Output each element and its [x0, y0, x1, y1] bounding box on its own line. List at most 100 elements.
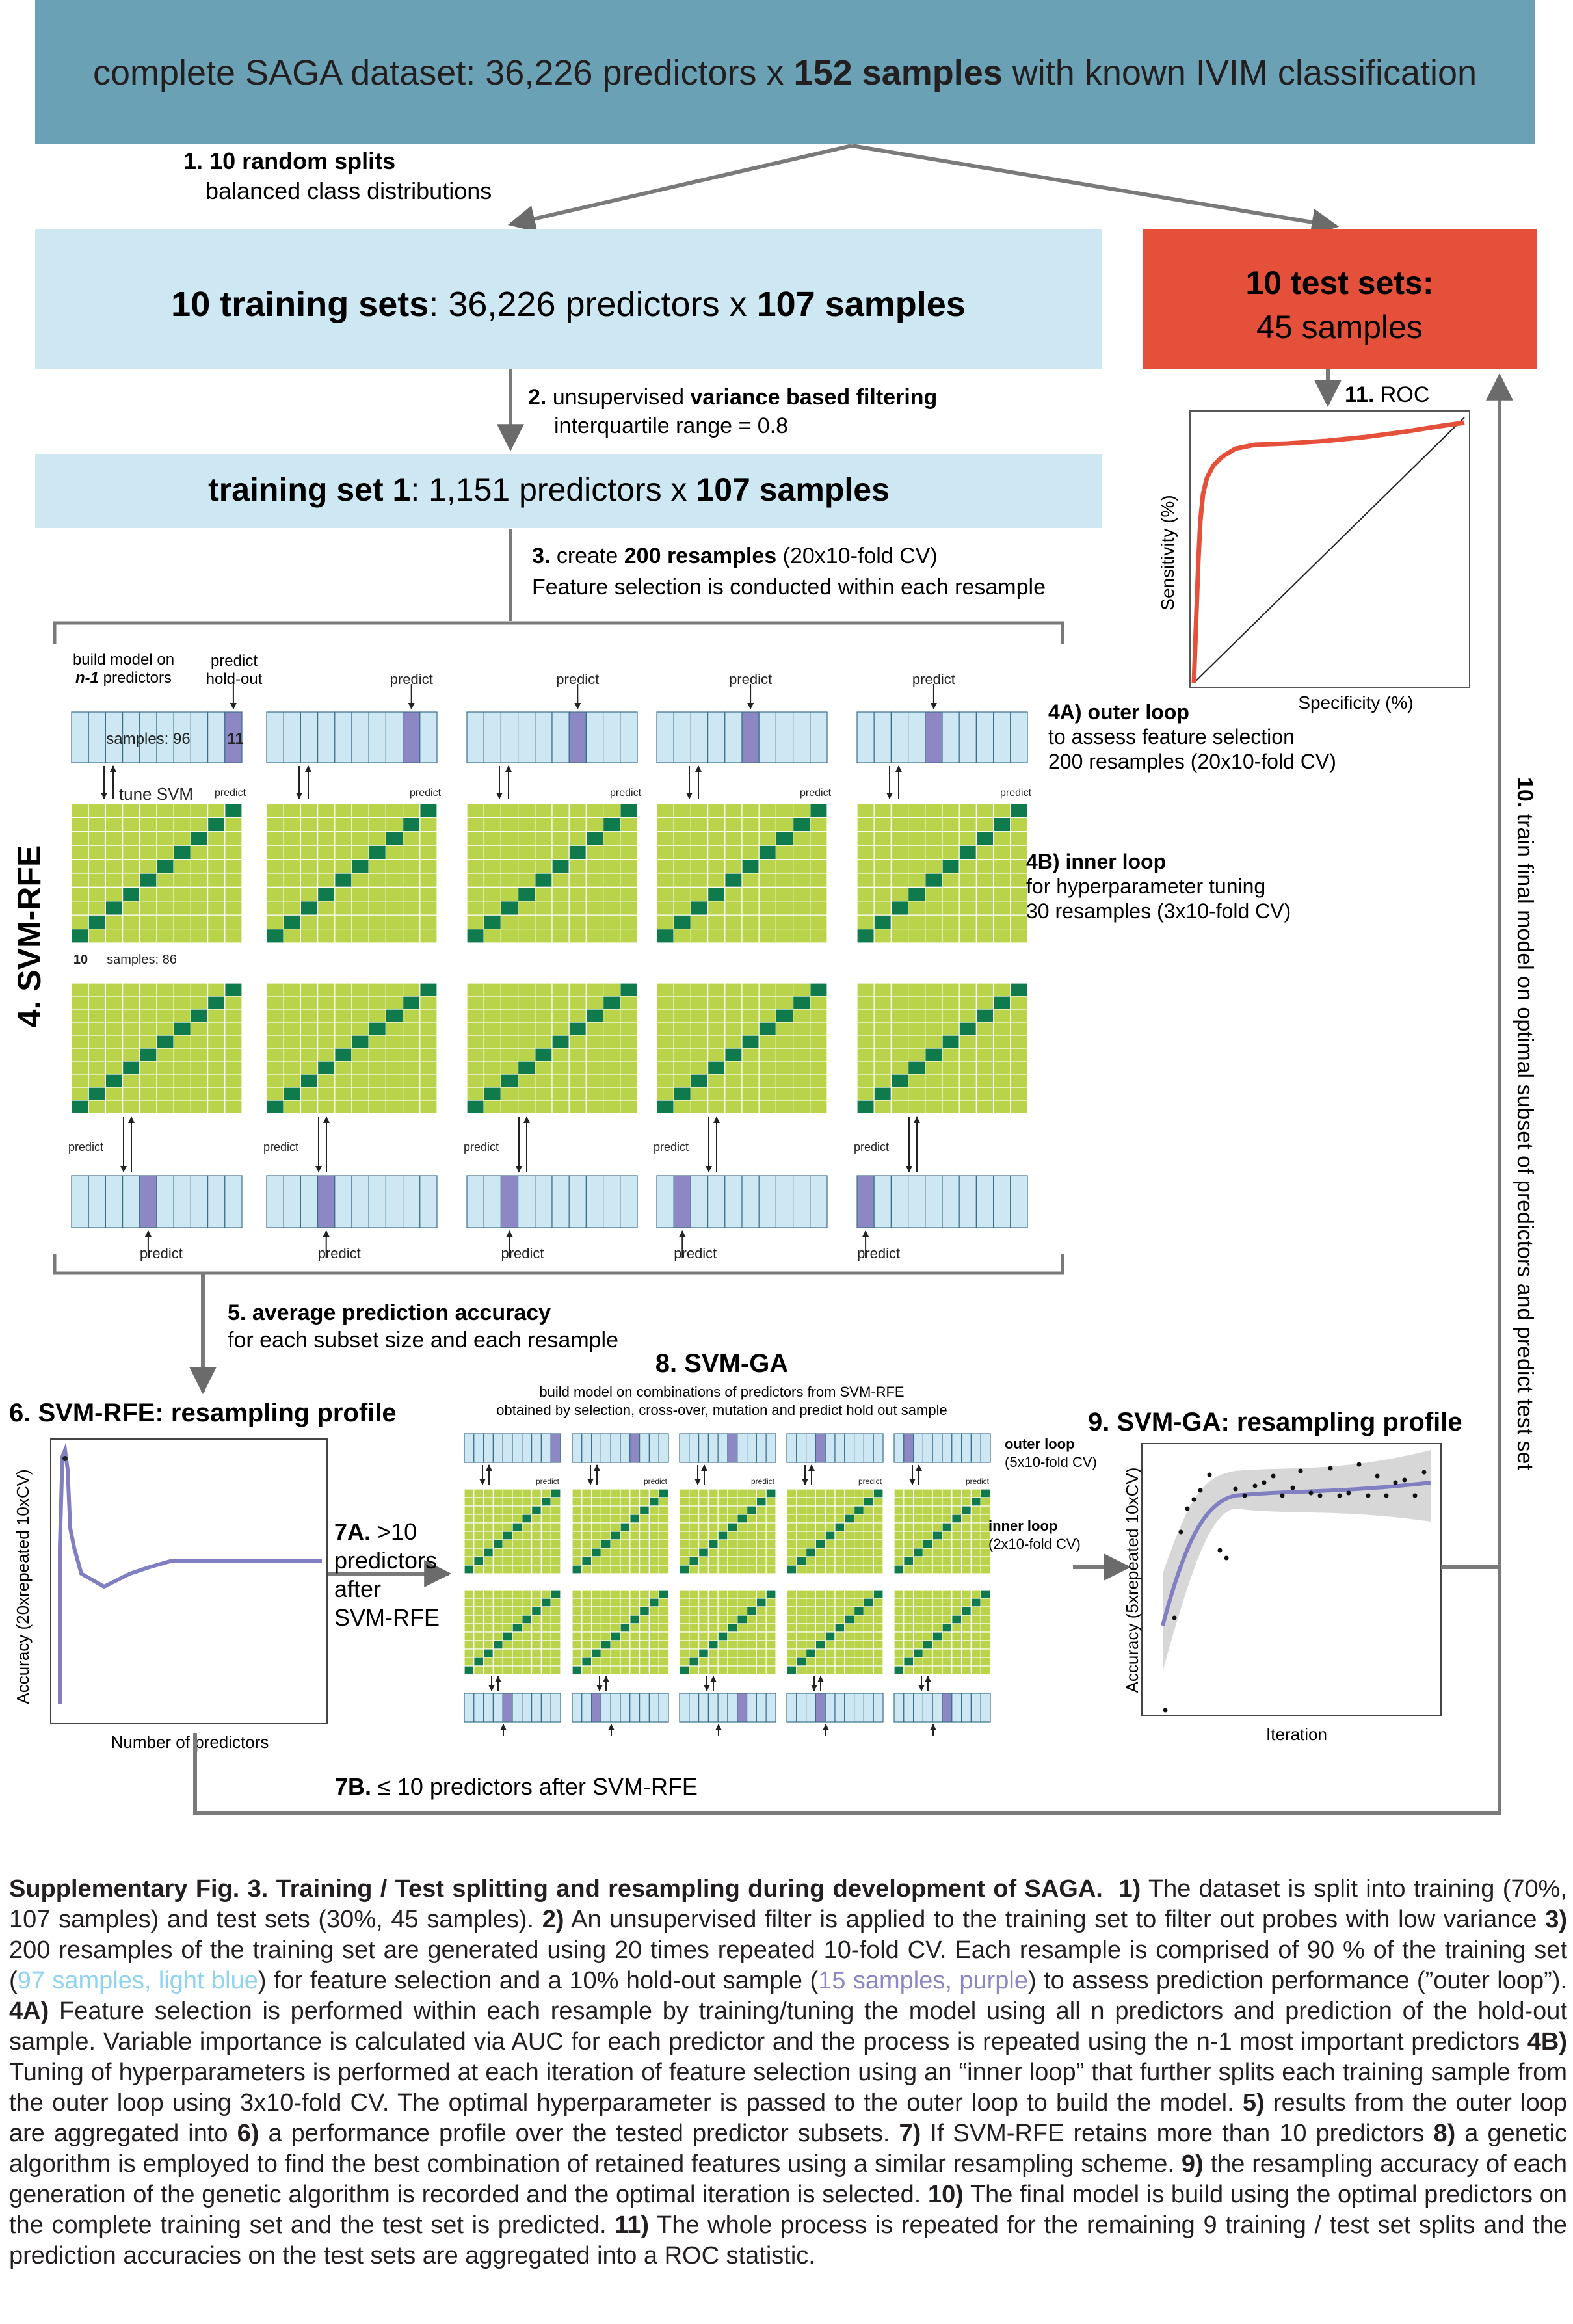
grid-cell — [873, 996, 892, 1010]
sample-cell — [590, 1693, 601, 1723]
caption-n9: 9) — [1181, 2150, 1204, 2178]
grid-cell — [756, 1623, 767, 1633]
grid-cell — [922, 1631, 933, 1641]
sample-cell — [980, 1433, 991, 1463]
grid-cell — [88, 886, 106, 902]
sample-cell — [724, 711, 743, 763]
grid-cell — [581, 1665, 592, 1675]
grid-cell — [502, 1648, 513, 1658]
grid-cell — [466, 901, 484, 916]
grid-cell — [810, 831, 828, 846]
grid-cell — [283, 873, 302, 888]
grid-cell — [620, 1522, 631, 1532]
grid-cell — [890, 928, 909, 944]
grid-cell — [368, 845, 387, 860]
grid-cell — [810, 983, 828, 997]
grid-cell — [620, 1640, 631, 1650]
grid-cell — [368, 1035, 387, 1049]
grid-cell — [464, 1657, 475, 1667]
grid-cell — [756, 1531, 767, 1540]
grid-cell — [500, 901, 519, 916]
grid-cell — [903, 1648, 914, 1658]
grid-cell — [942, 1640, 953, 1650]
sample-cell — [810, 711, 828, 763]
grid-cell — [473, 1556, 484, 1566]
step7a-l4: SVM-RFE — [334, 1604, 440, 1631]
grid-cell — [517, 1061, 536, 1075]
grid-cell — [698, 1657, 709, 1667]
grid-cell — [805, 1488, 816, 1498]
grid-cell — [492, 1623, 503, 1633]
ga-point — [1271, 1473, 1276, 1479]
grid-cell — [873, 1548, 884, 1557]
grid-cell — [815, 1548, 826, 1557]
grid-cell — [970, 1648, 981, 1658]
grid-cell — [907, 803, 926, 818]
grid-cell — [658, 1539, 669, 1549]
rfe-columns: predictpredictpredictpredictpredictpredi… — [68, 671, 1032, 1261]
grid-cell — [531, 1657, 542, 1667]
grid-cell — [679, 1640, 690, 1650]
grid-cell — [317, 1061, 336, 1075]
grid-cell — [156, 886, 174, 902]
grid-cell — [796, 1514, 807, 1524]
grid-cell — [648, 1657, 659, 1667]
grid-cell — [658, 1488, 669, 1498]
grid-cell — [402, 983, 421, 997]
grid-cell — [980, 1606, 991, 1616]
grid-cell — [942, 1531, 953, 1540]
grid-cell — [975, 817, 994, 832]
grid-cell — [698, 1606, 709, 1616]
grid-cell — [139, 873, 157, 888]
sample-cell — [792, 711, 811, 763]
grid-cell — [419, 928, 438, 944]
sample-cell — [925, 1175, 943, 1228]
grid-cell — [464, 1598, 475, 1607]
grid-cell — [535, 1100, 553, 1114]
sample-cell — [585, 1175, 604, 1228]
grid-cell — [639, 1631, 650, 1641]
sample-cell — [737, 1693, 748, 1723]
grid-cell — [689, 1488, 700, 1498]
grid-cell — [679, 1514, 690, 1524]
grid-cell — [856, 901, 875, 916]
sample-cell — [698, 1433, 709, 1463]
grid-cell — [105, 1074, 124, 1088]
grid-cell — [727, 1598, 738, 1607]
grid-cell — [856, 803, 875, 818]
grid-cell — [679, 1548, 690, 1557]
grid-cell — [758, 831, 776, 846]
grid-cell — [746, 1514, 757, 1524]
grid-cell — [266, 817, 284, 832]
grid-cell — [890, 858, 909, 874]
sample-cell — [207, 1175, 226, 1228]
grid-cell — [942, 1657, 953, 1667]
grid-cell — [698, 1648, 709, 1658]
grid-cell — [690, 996, 709, 1010]
grid-cell — [402, 1048, 421, 1062]
grid-cell — [825, 1665, 836, 1675]
grid-cell — [602, 803, 621, 818]
grid-cell — [786, 1648, 797, 1658]
grid-cell — [775, 1048, 794, 1062]
grid-cell — [932, 1514, 943, 1524]
grid-cell — [951, 1565, 962, 1574]
grid-cell — [810, 928, 828, 944]
sample-cell — [600, 1433, 611, 1463]
grid-cell — [737, 1556, 748, 1566]
step10-label: 10. train final model on optimal subset … — [1513, 777, 1537, 1470]
grid-cell — [746, 1556, 757, 1566]
grid-cell — [679, 1631, 690, 1641]
ga-inner-grid — [464, 1589, 561, 1675]
grid-cell — [224, 1048, 243, 1062]
grid-cell — [568, 873, 587, 888]
outer-loop-l2: to assess feature selection — [1048, 725, 1295, 748]
step7a-l2: predictors — [334, 1547, 437, 1574]
grid-cell — [992, 845, 1011, 860]
grid-cell — [805, 1665, 816, 1675]
grid-cell — [922, 1589, 933, 1599]
sample-cell — [224, 711, 243, 763]
grid-cell — [942, 914, 960, 930]
sample-cell — [679, 1693, 690, 1723]
grid-cell — [585, 901, 604, 916]
